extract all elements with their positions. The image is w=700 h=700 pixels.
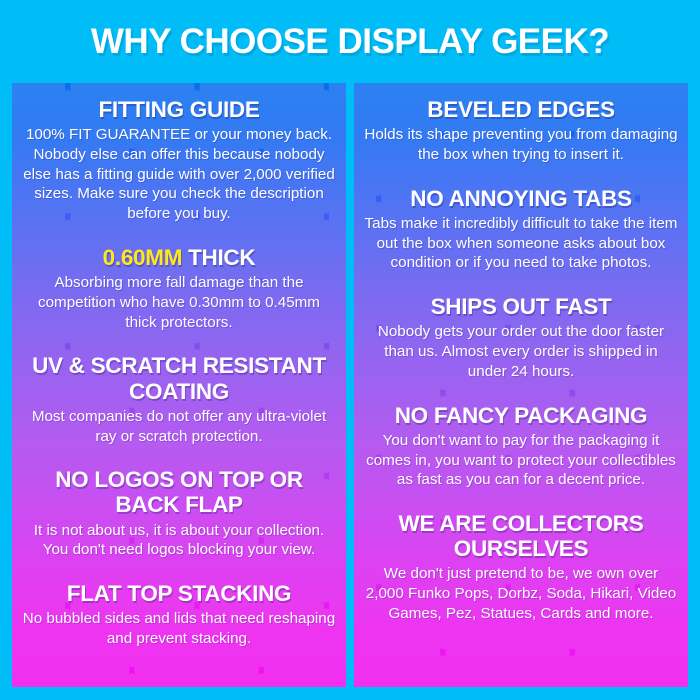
feature-title: FITTING GUIDE	[98, 97, 260, 122]
feature-item: SHIPS OUT FAST Nobody gets your order ou…	[360, 294, 682, 381]
feature-body: You don't want to pay for the packaging …	[366, 431, 676, 489]
feature-item: NO LOGOS ON TOP OR BACK FLAP It is not a…	[18, 467, 340, 560]
feature-item: FLAT TOP STACKING No bubbled sides and l…	[18, 581, 340, 649]
page-title: WHY CHOOSE DISPLAY GEEK?	[90, 21, 610, 61]
feature-body: Most companies do not offer any ultra-vi…	[31, 407, 327, 445]
feature-item: BEVELED EDGES Holds its shape preventing…	[360, 97, 682, 165]
feature-body: Tabs make it incredibly difficult to tak…	[364, 214, 678, 272]
feature-body: 100% FIT GUARANTEE or your money back. N…	[23, 126, 335, 223]
left-feature-panel: FITTING GUIDE 100% FIT GUARANTEE or your…	[12, 83, 346, 687]
feature-item: FITTING GUIDE 100% FIT GUARANTEE or your…	[18, 97, 340, 224]
feature-item: NO ANNOYING TABS Tabs make it incredibly…	[360, 186, 682, 273]
feature-body: Holds its shape preventing you from dama…	[364, 126, 678, 163]
feature-title-rest: THICK	[182, 244, 256, 270]
feature-title: NO ANNOYING TABS	[410, 185, 632, 211]
feature-item: 0.60MM THICK Absorbing more fall damage …	[18, 245, 340, 332]
feature-item: NO FANCY PACKAGING You don't want to pay…	[360, 403, 682, 490]
feature-columns: FITTING GUIDE 100% FIT GUARANTEE or your…	[12, 83, 688, 687]
feature-title: NO FANCY PACKAGING	[394, 402, 648, 428]
feature-title: UV & SCRATCH RESISTANT COATING	[32, 353, 326, 404]
feature-title: 0.60MM THICK	[22, 245, 336, 270]
title-bar: WHY CHOOSE DISPLAY GEEK?	[0, 0, 700, 83]
feature-title: WE ARE COLLECTORS OURSELVES	[398, 511, 644, 562]
feature-body: No bubbled sides and lids that need resh…	[22, 610, 336, 648]
feature-body: Nobody gets your order out the door fast…	[377, 323, 665, 380]
feature-body: Absorbing more fall damage than the comp…	[38, 274, 320, 331]
feature-title: NO LOGOS ON TOP OR BACK FLAP	[55, 467, 303, 518]
feature-title: FLAT TOP STACKING	[66, 581, 292, 607]
feature-body: We don't just pretend to be, we own over…	[365, 565, 677, 622]
feature-title-highlight: 0.60MM	[102, 244, 183, 270]
feature-title: BEVELED EDGES	[427, 97, 615, 122]
right-feature-panel: BEVELED EDGES Holds its shape preventing…	[354, 83, 688, 687]
feature-item: UV & SCRATCH RESISTANT COATING Most comp…	[18, 353, 340, 446]
feature-item: WE ARE COLLECTORS OURSELVES We don't jus…	[360, 511, 682, 624]
feature-title: SHIPS OUT FAST	[430, 294, 612, 320]
feature-body: It is not about us, it is about your col…	[33, 521, 325, 559]
